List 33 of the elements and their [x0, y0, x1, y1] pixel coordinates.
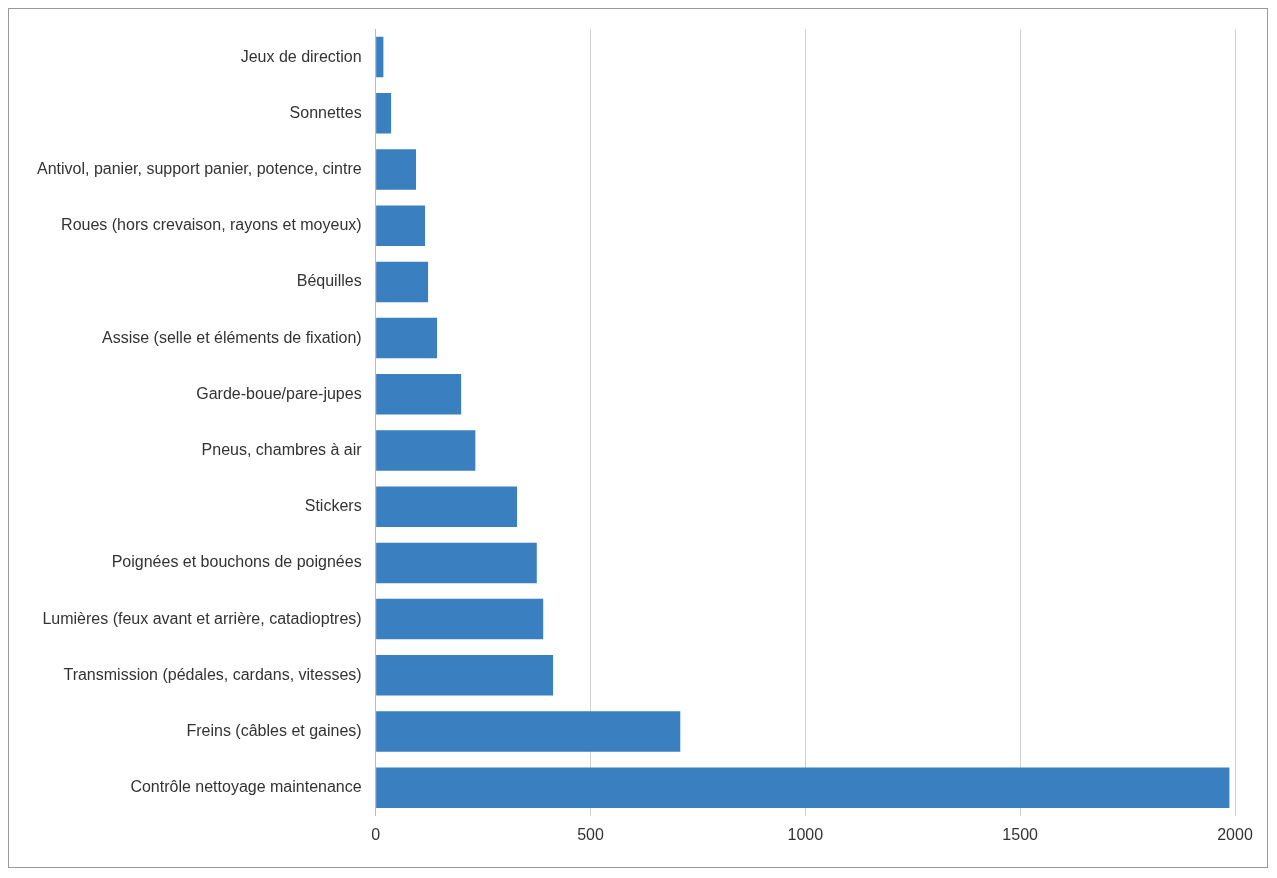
y-tick-label: Poignées et bouchons de poignées	[111, 553, 362, 571]
y-tick-label: Antivol, panier, support panier, potence, cintre	[36, 159, 362, 177]
bar	[376, 205, 426, 246]
bar	[376, 149, 417, 190]
y-tick-label: Béquilles	[296, 272, 362, 290]
bar	[376, 598, 544, 640]
y-tick-label: Roues (hors crevaison, rayons et moyeux)	[61, 216, 362, 234]
bar	[376, 711, 681, 752]
x-tick-label: 1500	[1002, 825, 1039, 843]
bar	[376, 93, 392, 134]
x-tick-label: 1000	[787, 825, 824, 843]
y-tick-label: Lumières (feux avant et arrière, catadioptres)	[42, 609, 362, 627]
y-tick-label: Jeux de direction	[240, 47, 362, 65]
y-tick-label: Garde-boue/pare-jupes	[196, 384, 362, 402]
y-tick-label: Sonnettes	[289, 103, 362, 121]
bar	[376, 36, 384, 78]
y-tick-label: Freins (câbles et gaines)	[186, 721, 362, 739]
x-tick-label: 2000	[1217, 825, 1253, 843]
y-tick-label: Contrôle nettoyage maintenance	[130, 778, 362, 796]
bar	[376, 317, 438, 359]
y-tick-label: Stickers	[304, 497, 362, 515]
y-tick-label: Assise (selle et éléments de fixation)	[101, 328, 362, 346]
bar	[376, 767, 1230, 808]
bar	[376, 542, 537, 584]
bar	[376, 486, 518, 527]
y-tick-label: Pneus, chambres à air	[201, 440, 363, 458]
bar	[376, 655, 554, 696]
x-tick-label: 500	[577, 825, 604, 843]
bar	[376, 261, 429, 303]
x-tick-label: 0	[371, 825, 381, 843]
bar	[376, 374, 462, 415]
bar	[376, 430, 476, 471]
y-tick-label: Transmission (pédales, cardans, vitesses)	[63, 665, 362, 683]
